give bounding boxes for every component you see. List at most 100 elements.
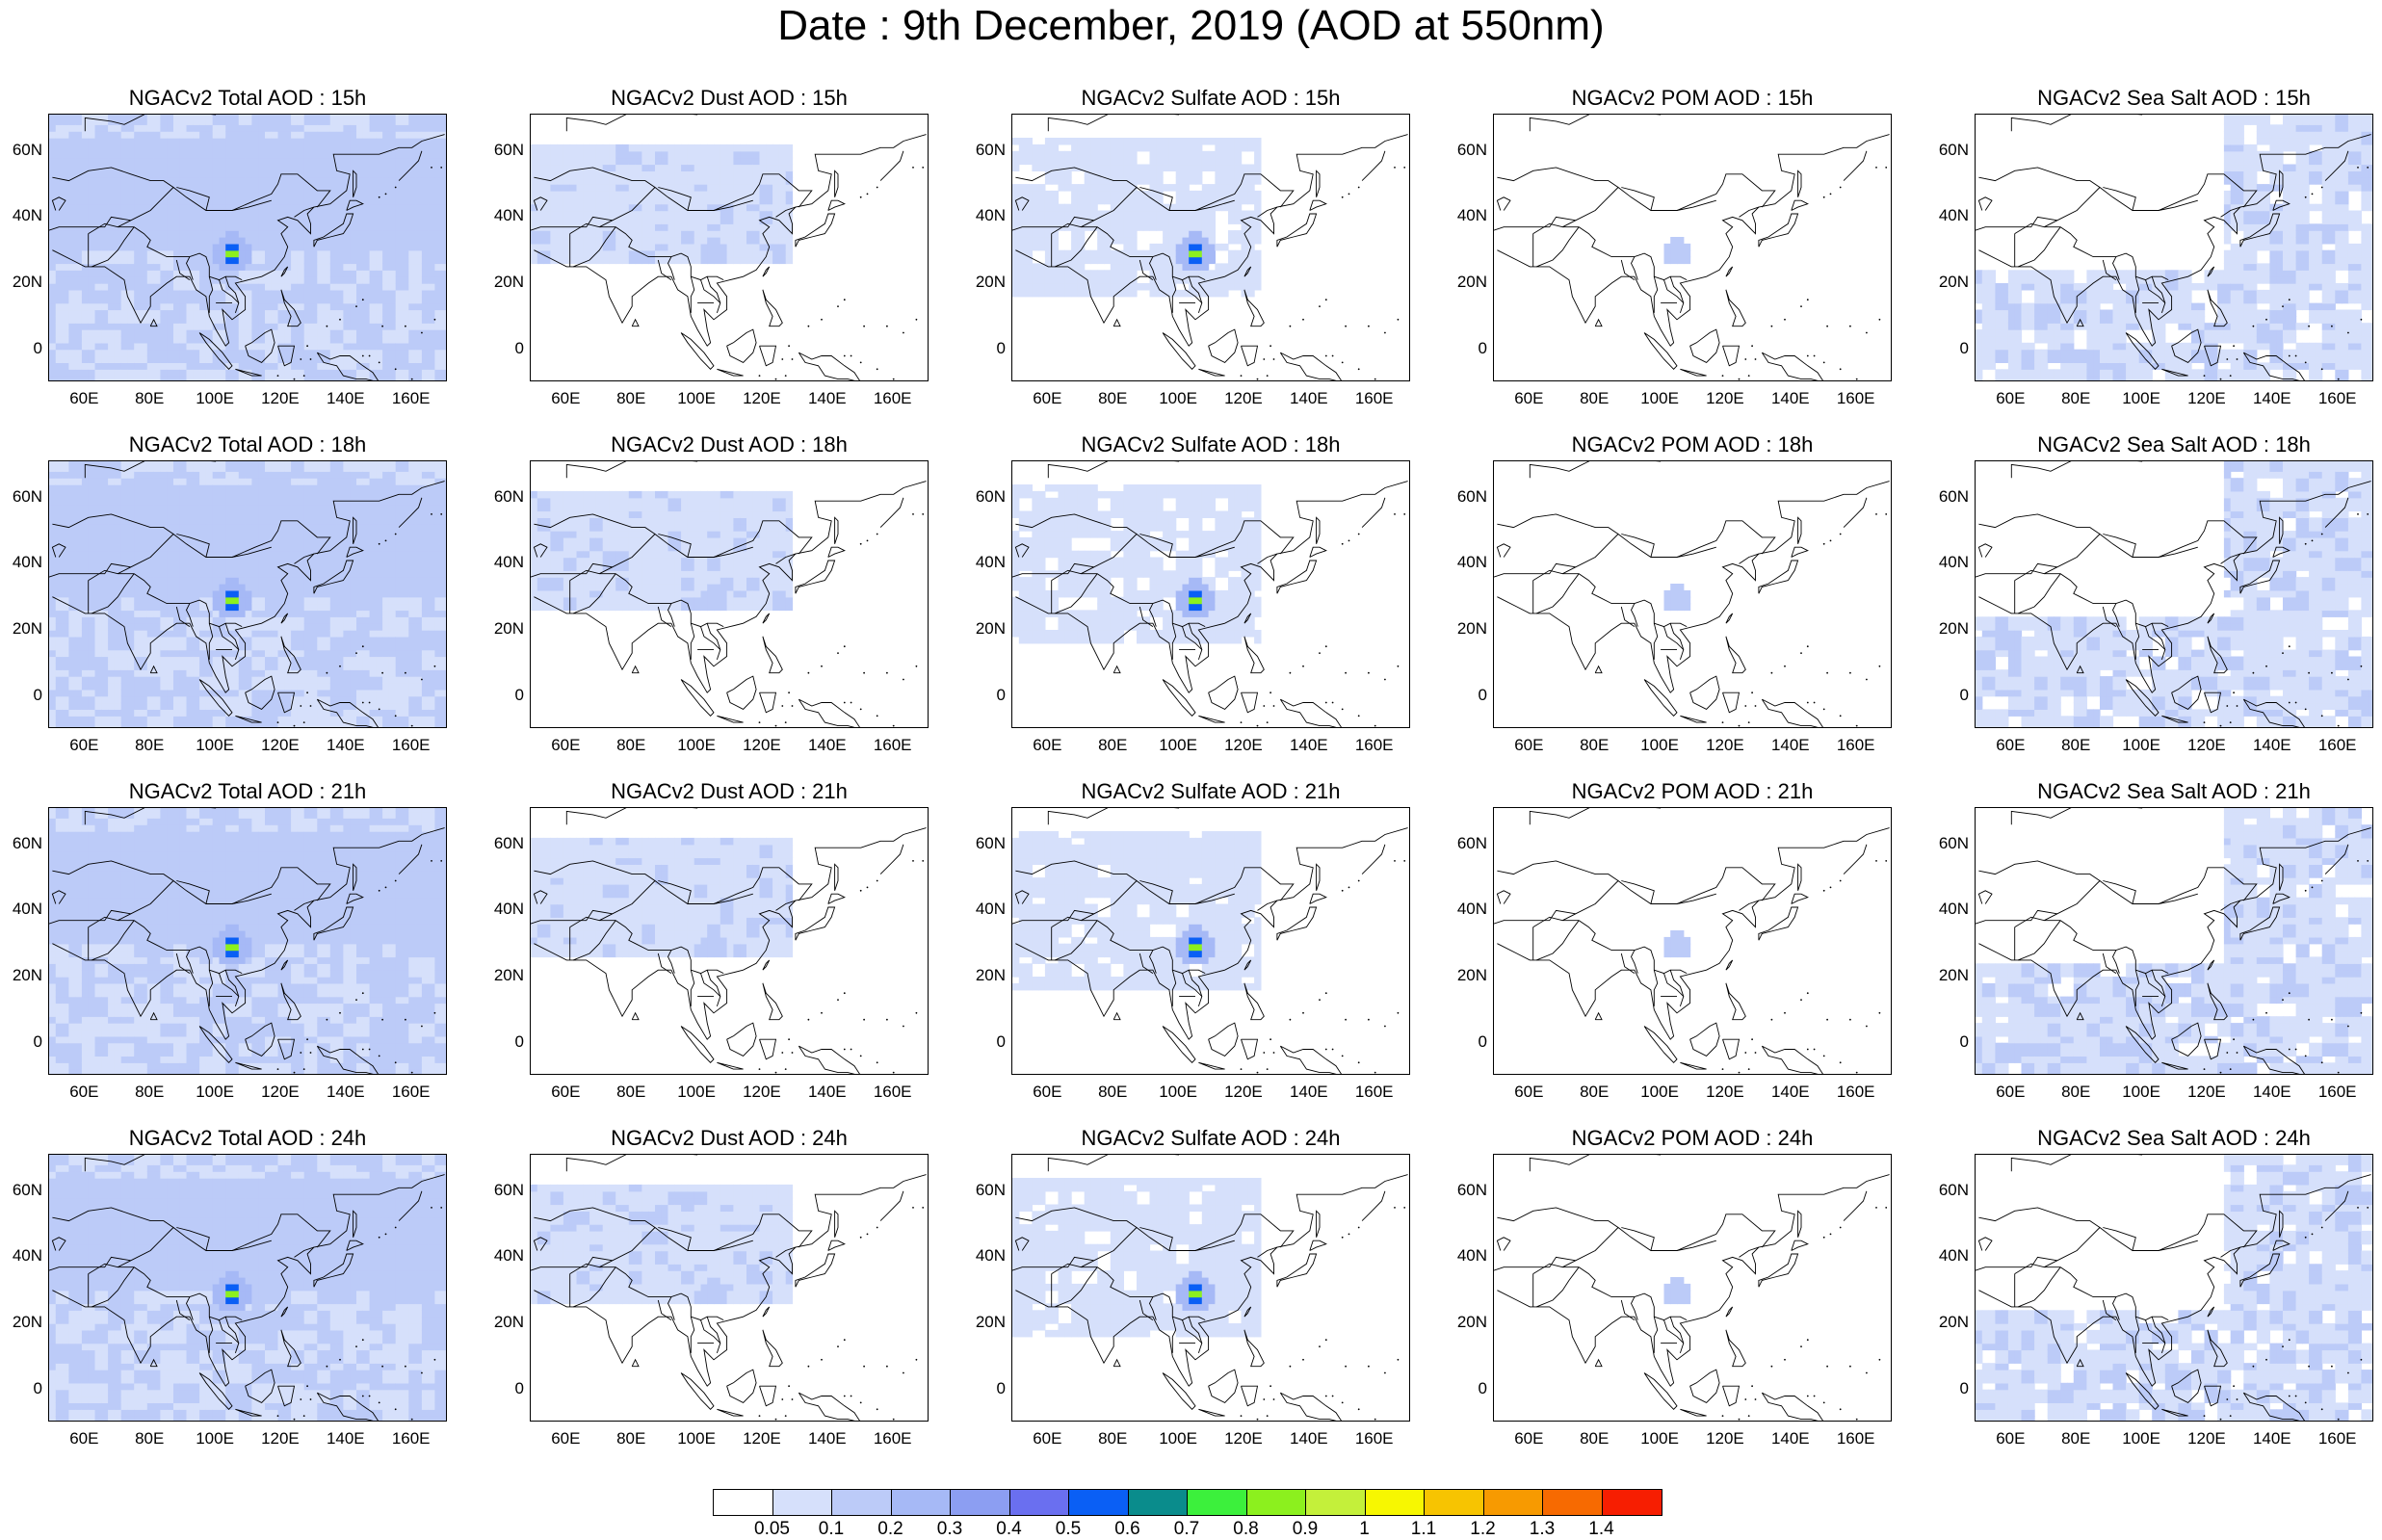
lon-tick-label: 60E <box>1023 1429 1071 1449</box>
coastlines <box>1494 1155 1892 1422</box>
lat-tick-label: 20N <box>1445 966 1487 985</box>
aod-map <box>48 1154 447 1422</box>
lat-tick-label: 60N <box>1445 1181 1487 1200</box>
lat-tick-label: 20N <box>1926 1313 1969 1332</box>
lon-tick-label: 160E <box>387 736 435 755</box>
lon-tick-label: 160E <box>869 389 917 408</box>
lon-tick-label: 160E <box>1350 736 1399 755</box>
panel-title: NGACv2 Sea Salt AOD : 21h <box>1962 779 2382 804</box>
lon-tick-label: 120E <box>256 1083 304 1102</box>
lon-tick-label: 100E <box>191 736 239 755</box>
lon-tick-label: 100E <box>672 736 720 755</box>
lon-tick-label: 80E <box>607 736 655 755</box>
lon-tick-label: 120E <box>2183 389 2231 408</box>
aod-map <box>48 807 447 1075</box>
lon-tick-label: 140E <box>322 1429 370 1449</box>
lat-tick-label: 0 <box>1445 686 1487 705</box>
panel-title: NGACv2 POM AOD : 21h <box>1480 779 1904 804</box>
lon-tick-label: 100E <box>2117 389 2165 408</box>
lat-tick-label: 20N <box>963 619 1006 639</box>
lon-tick-label: 100E <box>2117 736 2165 755</box>
colorbar-swatch <box>1247 1490 1307 1515</box>
lat-tick-label: 0 <box>1926 339 1969 358</box>
aod-shading <box>49 808 447 1075</box>
panel-title: NGACv2 Dust AOD : 18h <box>517 432 941 457</box>
panel-title: NGACv2 Dust AOD : 24h <box>517 1126 941 1151</box>
lon-tick-label: 60E <box>60 1083 108 1102</box>
aod-map <box>48 114 447 381</box>
aod-map <box>1011 460 1410 728</box>
lon-tick-label: 100E <box>1636 389 1684 408</box>
lon-tick-label: 120E <box>2183 1083 2231 1102</box>
aod-shading <box>1976 808 2373 1075</box>
panel-title: NGACv2 POM AOD : 15h <box>1480 86 1904 111</box>
aod-shading <box>49 1155 447 1422</box>
colorbar-swatch <box>1069 1490 1129 1515</box>
lon-tick-label: 140E <box>1767 1429 1815 1449</box>
lon-tick-label: 60E <box>541 1429 589 1449</box>
lon-tick-label: 60E <box>541 736 589 755</box>
lon-tick-label: 100E <box>1154 736 1202 755</box>
lon-tick-label: 140E <box>322 1083 370 1102</box>
lat-tick-label: 40N <box>963 553 1006 572</box>
lon-tick-label: 140E <box>1767 1083 1815 1102</box>
lat-tick-label: 60N <box>482 1181 524 1200</box>
lat-tick-label: 40N <box>963 206 1006 225</box>
lon-tick-label: 80E <box>2052 1083 2100 1102</box>
lat-tick-label: 60N <box>963 1181 1006 1200</box>
lon-tick-label: 80E <box>1570 736 1618 755</box>
lon-tick-label: 140E <box>1285 389 1333 408</box>
lon-tick-label: 80E <box>2052 1429 2100 1449</box>
lat-tick-label: 0 <box>963 1379 1006 1398</box>
lon-tick-label: 140E <box>2248 1429 2296 1449</box>
lat-tick-label: 0 <box>963 686 1006 705</box>
lon-tick-label: 60E <box>1505 1429 1553 1449</box>
lat-tick-label: 0 <box>482 1379 524 1398</box>
lon-tick-label: 120E <box>738 736 786 755</box>
aod-map <box>1493 460 1892 728</box>
lat-tick-label: 20N <box>482 619 524 639</box>
colorbar-swatch <box>1603 1490 1662 1515</box>
lon-tick-label: 160E <box>2314 1429 2362 1449</box>
lon-tick-label: 100E <box>191 1083 239 1102</box>
lon-tick-label: 140E <box>803 1083 851 1102</box>
lat-tick-label: 40N <box>1445 206 1487 225</box>
lon-tick-label: 140E <box>1767 389 1815 408</box>
aod-map <box>1975 460 2373 728</box>
lat-tick-label: 60N <box>1445 487 1487 507</box>
lon-tick-label: 160E <box>387 1083 435 1102</box>
colorbar-swatch <box>1010 1490 1070 1515</box>
lon-tick-label: 140E <box>2248 1083 2296 1102</box>
lat-tick-label: 0 <box>1926 686 1969 705</box>
lon-tick-label: 80E <box>1570 1083 1618 1102</box>
lat-tick-label: 60N <box>1926 1181 1969 1200</box>
lat-tick-label: 40N <box>482 206 524 225</box>
lon-tick-label: 100E <box>1154 1083 1202 1102</box>
panel-title: NGACv2 Dust AOD : 21h <box>517 779 941 804</box>
lat-tick-label: 60N <box>482 141 524 160</box>
lat-tick-label: 0 <box>0 1379 42 1398</box>
lat-tick-label: 20N <box>0 966 42 985</box>
lat-tick-label: 20N <box>0 1313 42 1332</box>
lat-tick-label: 60N <box>482 834 524 853</box>
lat-tick-label: 0 <box>0 1032 42 1052</box>
lat-tick-label: 0 <box>1445 1379 1487 1398</box>
lon-tick-label: 60E <box>1023 389 1071 408</box>
colorbar-swatch <box>773 1490 833 1515</box>
lat-tick-label: 60N <box>1926 141 1969 160</box>
aod-shading <box>49 115 447 381</box>
lon-tick-label: 100E <box>2117 1429 2165 1449</box>
aod-map <box>1011 807 1410 1075</box>
panel-title: NGACv2 POM AOD : 18h <box>1480 432 1904 457</box>
lon-tick-label: 140E <box>1285 1429 1333 1449</box>
lat-tick-label: 20N <box>963 966 1006 985</box>
colorbar-swatch <box>1484 1490 1544 1515</box>
lon-tick-label: 80E <box>125 1083 173 1102</box>
lon-tick-label: 140E <box>1285 736 1333 755</box>
lon-tick-label: 60E <box>60 389 108 408</box>
panel-title: NGACv2 Sulfate AOD : 18h <box>999 432 1423 457</box>
lon-tick-label: 60E <box>60 736 108 755</box>
panel-title: NGACv2 Sea Salt AOD : 15h <box>1962 86 2382 111</box>
lon-tick-label: 80E <box>1088 736 1137 755</box>
